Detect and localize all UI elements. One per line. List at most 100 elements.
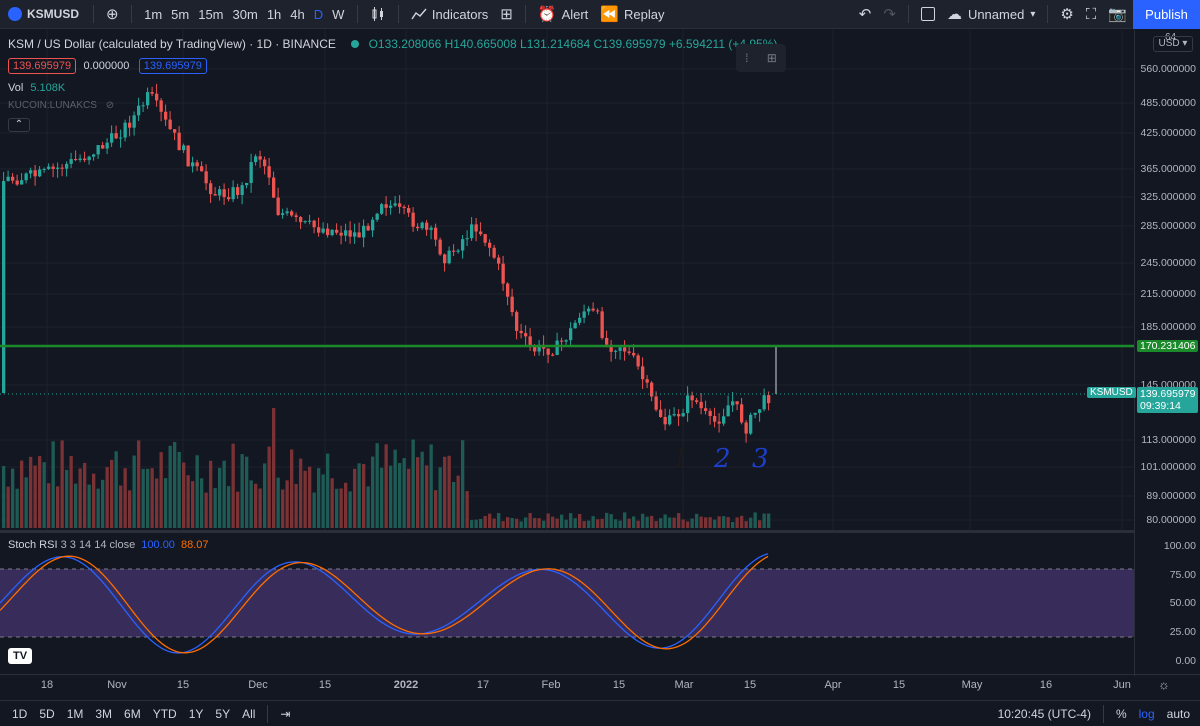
timeframe-w[interactable]: W <box>332 6 345 22</box>
percent-toggle[interactable]: % <box>1115 706 1127 721</box>
range-5y[interactable]: 5Y <box>215 706 231 721</box>
volume-bar <box>600 518 604 528</box>
candle-body <box>15 180 19 185</box>
timeframe-15m[interactable]: 15m <box>198 6 224 22</box>
candle-body <box>695 400 699 402</box>
candle-body <box>344 230 348 236</box>
timeframe-1m[interactable]: 1m <box>144 6 163 22</box>
range-5d[interactable]: 5D <box>39 706 55 721</box>
layout-button[interactable] <box>915 0 941 29</box>
range-6m[interactable]: 6M <box>124 706 141 721</box>
log-toggle[interactable]: log <box>1138 706 1155 721</box>
fullscreen-icon: ⛶ <box>1085 5 1097 23</box>
floating-widget[interactable]: ⁞ ⊞ <box>736 44 786 72</box>
volume-bar <box>546 513 550 528</box>
volume-bar <box>47 483 51 528</box>
drag-handle-icon[interactable]: ⁞ <box>745 51 749 65</box>
last-price-tag[interactable]: 139.695979 09:39:14 <box>1137 387 1199 413</box>
undo-button[interactable]: ↶ <box>853 0 878 29</box>
replay-label: Replay <box>623 6 665 22</box>
range-1d[interactable]: 1D <box>12 706 28 721</box>
rsi-label[interactable]: Stoch RSI <box>8 539 58 551</box>
volume-bar <box>519 521 523 528</box>
plus-circle-icon: ⊕ <box>106 6 119 23</box>
collapse-legend-button[interactable]: ⌃ <box>8 118 30 132</box>
goto-date-icon[interactable]: ⇥ <box>280 706 291 721</box>
time-axis-label: 15 <box>743 679 757 691</box>
candle-body <box>686 395 690 414</box>
tradingview-logo[interactable]: TV <box>8 648 32 664</box>
screenshot-button[interactable]: 📷 <box>1102 0 1133 29</box>
range-1m[interactable]: 1M <box>66 706 84 721</box>
range-ytd[interactable]: YTD <box>152 706 177 721</box>
indicators-button[interactable]: Indicators <box>405 0 494 29</box>
price-scale[interactable]: 64 USD ▾ 560.000000 485.000000 425.000000 3… <box>1134 30 1200 676</box>
stoch-rsi-pane[interactable] <box>0 534 1134 668</box>
redo-button[interactable]: ↷ <box>877 0 902 29</box>
divider <box>356 5 358 23</box>
time-axis[interactable]: ☼ 18 Nov 15 Dec 15 2022 17 Feb 15 Mar 15 Apr 15 May 16… <box>0 674 1200 696</box>
publish-button[interactable]: Publish <box>1133 0 1200 29</box>
candle-body <box>231 187 235 200</box>
timeframe-1h[interactable]: 1h <box>266 6 282 22</box>
candle-body <box>596 310 600 312</box>
currency-select[interactable]: USD ▾ <box>1153 36 1193 52</box>
timeframe-group: 1m 5m 15m 30m 1h 4h D W <box>138 0 351 29</box>
price-scale-label: 185.000000 <box>1140 321 1196 333</box>
volume-bar <box>645 516 649 528</box>
timeframe-d[interactable]: D <box>313 6 324 22</box>
range-1y[interactable]: 1Y <box>188 706 204 721</box>
series-title[interactable]: KSM / US Dollar (calculated by TradingVi… <box>8 37 336 51</box>
templates-button[interactable]: ⊞ <box>494 0 519 29</box>
candle-body <box>200 166 204 172</box>
alert-button[interactable]: ⏰ Alert <box>532 0 594 29</box>
replay-button[interactable]: ⏪ Replay <box>594 0 670 29</box>
ask-price-badge[interactable]: 139.695979 <box>138 58 207 74</box>
hidden-eye-icon[interactable]: ⊘ <box>105 100 115 111</box>
volume-bar <box>456 475 460 528</box>
rewind-icon: ⏪ <box>600 6 619 23</box>
candle-body <box>110 133 114 143</box>
candle-body <box>407 208 411 213</box>
range-3m[interactable]: 3M <box>95 706 113 721</box>
timeframe-4h[interactable]: 4h <box>290 6 305 22</box>
chart-type-button[interactable] <box>364 0 392 29</box>
settings-button[interactable]: ⚙ <box>1054 0 1079 29</box>
volume-bar <box>146 468 150 528</box>
volume-bar <box>200 478 204 528</box>
horizontal-line-price-tag[interactable]: 170.231406 <box>1137 340 1199 352</box>
pane-separator[interactable] <box>0 530 1200 533</box>
fullscreen-button[interactable]: ⛶ <box>1080 0 1103 29</box>
time-axis-label: 2022 <box>393 679 419 691</box>
price-scale-label: 215.000000 <box>1140 288 1196 300</box>
volume-bar <box>708 517 712 528</box>
symbol-search-button[interactable]: KSMUSD <box>0 7 87 21</box>
add-symbol-button[interactable]: ⊕ <box>100 0 125 29</box>
save-layout-button[interactable]: ☁ Unnamed ▾ <box>941 0 1041 29</box>
ohlc-values: O133.208066 H140.665008 L131.214684 C139… <box>368 37 778 51</box>
range-all[interactable]: All <box>242 706 256 721</box>
compare-symbol-label[interactable]: KUCOIN:LUNAKCS <box>8 100 97 111</box>
auto-toggle[interactable]: auto <box>1166 706 1190 721</box>
clock-label[interactable]: 10:20:45 (UTC-4) <box>997 706 1091 721</box>
volume-bar <box>654 521 658 528</box>
price-scale-label: 425.000000 <box>1140 127 1196 139</box>
object-tree-icon[interactable]: ⊞ <box>766 51 777 65</box>
timeframe-5m[interactable]: 5m <box>171 6 190 22</box>
axis-settings-icon[interactable]: ☼ <box>1158 677 1170 692</box>
candle-body <box>42 168 46 170</box>
volume-bar <box>407 468 411 528</box>
price-scale-label: 365.000000 <box>1140 163 1196 175</box>
candle-body <box>60 167 64 169</box>
timeframe-30m[interactable]: 30m <box>232 6 258 22</box>
volume-bar <box>717 516 721 528</box>
symbol-price-tag[interactable]: KSMUSD <box>1087 387 1136 398</box>
candle-body <box>744 422 748 434</box>
time-axis-label: 15 <box>612 679 626 691</box>
volume-bar <box>128 490 132 528</box>
time-axis-label: Nov <box>107 679 127 691</box>
bid-price-badge[interactable]: 139.695979 <box>8 58 77 74</box>
volume-bar <box>591 516 595 528</box>
